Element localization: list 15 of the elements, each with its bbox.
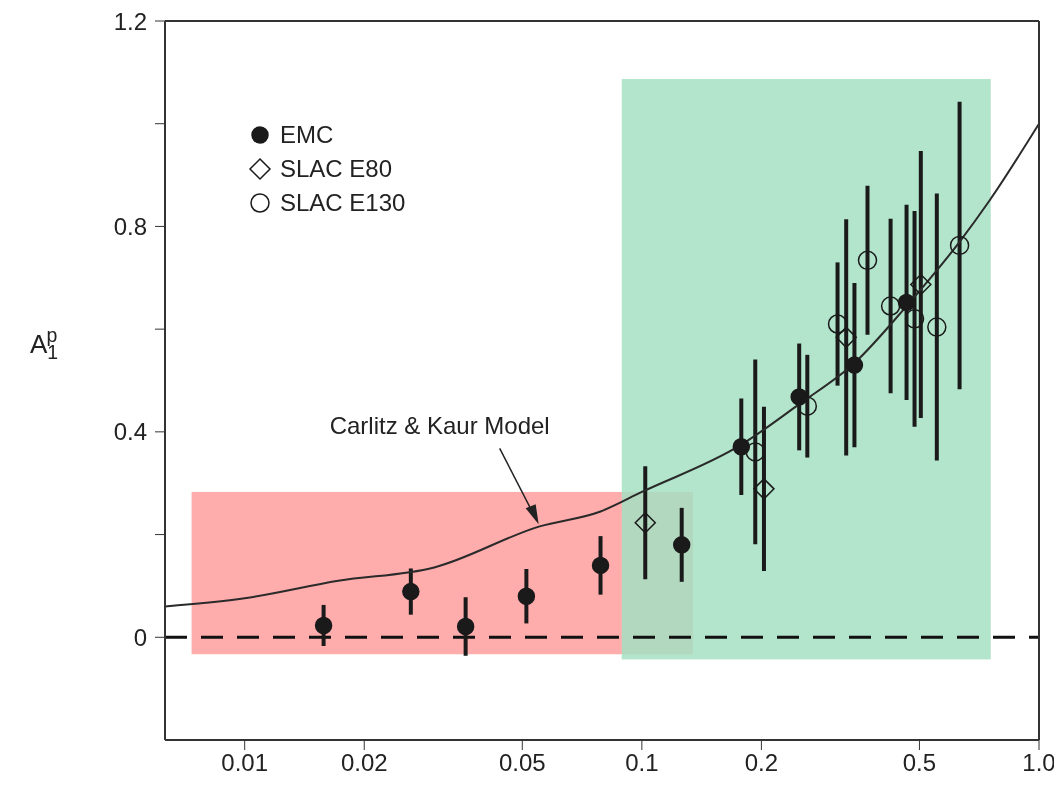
y-tick-label: 0 [133,623,147,651]
y-tick-label: 0.4 [113,418,147,446]
x-tick-label: 0.05 [498,749,546,777]
legend-label: SLAC E80 [280,154,393,184]
legend-label: SLAC E130 [280,188,406,218]
x-tick-label: 0.02 [340,749,388,777]
annotation: Carlitz & Kaur Model [329,412,550,440]
y-tick-label: 1.2 [113,7,147,35]
x-tick-label: 0.1 [625,749,659,777]
y-tick-label: 0.8 [113,212,147,240]
x-tick-label: 1.0 [1022,749,1056,777]
x-tick-label: 0.5 [902,749,937,777]
x-tick-label: 0.2 [744,749,779,777]
x-tick-label: 0.01 [221,749,269,777]
legend-label: EMC [280,120,334,150]
